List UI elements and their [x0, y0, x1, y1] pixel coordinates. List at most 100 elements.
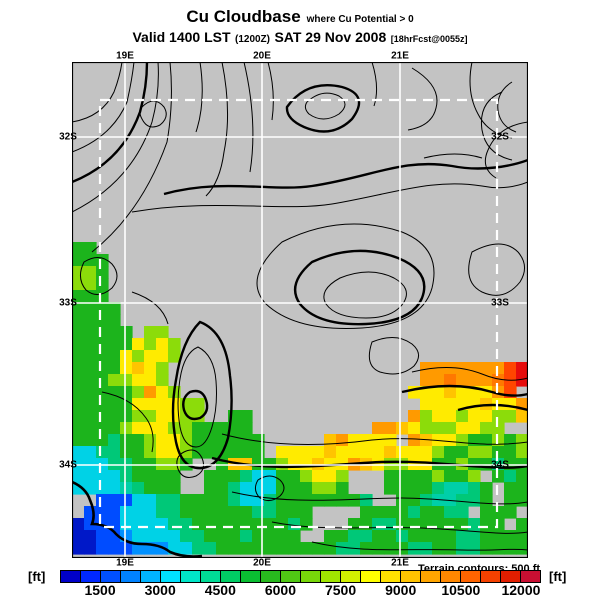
cloudbase-cell — [192, 530, 205, 543]
cloudbase-cell — [96, 506, 109, 519]
cloudbase-cell — [420, 542, 433, 555]
lat-label-right: 34S — [491, 459, 509, 471]
cloudbase-cell — [432, 410, 445, 423]
cloudbase-cell — [84, 338, 97, 351]
cloudbase-cell — [204, 422, 217, 435]
cloudbase-cell — [204, 470, 217, 483]
terrain-contour-major — [211, 456, 528, 469]
cloudbase-cell — [84, 434, 97, 447]
cloudbase-cell — [348, 434, 361, 447]
cloudbase-cell — [456, 470, 469, 483]
terrain-contour — [411, 366, 528, 381]
cloudbase-cell — [240, 506, 253, 519]
colorbar-segment — [361, 571, 381, 582]
cloudbase-cell — [276, 482, 289, 495]
cloudbase-cell — [216, 494, 229, 507]
cloudbase-cell — [216, 506, 229, 519]
cloudbase-cell — [108, 350, 121, 363]
cloudbase-cell — [216, 542, 229, 555]
colorbar-segment — [81, 571, 101, 582]
cloudbase-cell — [156, 422, 169, 435]
terrain-contour — [91, 62, 172, 253]
cloudbase-cell — [408, 506, 421, 519]
cloudbase-cell — [276, 542, 289, 555]
cloudbase-cell — [96, 266, 109, 279]
cloudbase-cell — [420, 506, 433, 519]
cloudbase-cell — [396, 542, 409, 555]
cloudbase-cell — [468, 494, 481, 507]
cloudbase-cell — [156, 386, 169, 399]
cloudbase-cell — [192, 422, 205, 435]
cloudbase-cell — [456, 542, 469, 555]
cloudbase-cell — [240, 446, 253, 459]
terrain-contour — [131, 291, 169, 325]
cloudbase-cell — [108, 530, 121, 543]
cloudbase-cell — [408, 434, 421, 447]
cloudbase-cell — [216, 422, 229, 435]
cloudbase-cell — [84, 314, 97, 327]
cloudbase-cell — [96, 302, 109, 315]
cloudbase-cell — [144, 446, 157, 459]
cloudbase-cell — [420, 446, 433, 459]
chart-condition: where Cu Potential > 0 — [306, 14, 414, 25]
cloudbase-cell — [444, 362, 457, 375]
cloudbase-cell — [456, 386, 469, 399]
cloudbase-cell — [264, 530, 277, 543]
cloudbase-cell — [276, 494, 289, 507]
cloudbase-cell — [300, 542, 313, 555]
cloudbase-cell — [120, 482, 133, 495]
cloudbase-cell — [168, 482, 181, 495]
cloudbase-cell — [420, 386, 433, 399]
cloudbase-cell — [216, 530, 229, 543]
cloudbase-cell — [156, 326, 169, 339]
cloudbase-cell — [72, 374, 85, 387]
cloudbase-cell — [312, 482, 325, 495]
map-area — [72, 62, 528, 558]
cloudbase-cell — [468, 446, 481, 459]
cloudbase-cell — [420, 434, 433, 447]
cloudbase-cell — [372, 422, 385, 435]
cloudbase-cell — [84, 326, 97, 339]
cloudbase-cell — [108, 494, 121, 507]
cloudbase-cell — [444, 398, 457, 411]
cloudbase-cell — [516, 518, 528, 531]
cloudbase-cell — [372, 446, 385, 459]
cloudbase-cell — [168, 518, 181, 531]
cloudbase-cell — [156, 470, 169, 483]
cloudbase-cell — [468, 530, 481, 543]
cloudbase-cell — [432, 422, 445, 435]
cloudbase-cell — [300, 482, 313, 495]
colorbar-segment — [461, 571, 481, 582]
cloudbase-cell — [444, 434, 457, 447]
terrain-contour — [371, 62, 378, 107]
terrain-contour-major — [457, 403, 528, 412]
colorbar-segment — [221, 571, 241, 582]
cloudbase-cell — [96, 326, 109, 339]
title-block: Cu Cloudbase where Cu Potential > 0 Valid… — [0, 6, 600, 48]
cloudbase-cell — [516, 362, 528, 375]
cloudbase-cell — [384, 422, 397, 435]
cloudbase-cell — [168, 350, 181, 363]
cloudbase-cell — [348, 530, 361, 543]
cloudbase-cell — [144, 410, 157, 423]
colorbar-segment — [321, 571, 341, 582]
cloudbase-cell — [312, 470, 325, 483]
cloudbase-cell — [384, 518, 397, 531]
cloudbase-cell — [324, 470, 337, 483]
cloudbase-cell — [360, 446, 373, 459]
cloudbase-cell — [72, 302, 85, 315]
cloudbase-cell — [72, 530, 85, 543]
cloudbase-cell — [276, 446, 289, 459]
terrain-contour-major — [182, 389, 209, 421]
cloudbase-cell — [240, 482, 253, 495]
cloudbase-cell — [468, 362, 481, 375]
cloudbase-cell — [228, 506, 241, 519]
cloudbase-cell — [72, 386, 85, 399]
cloudbase-cell — [492, 434, 505, 447]
cloudbase-cell — [444, 482, 457, 495]
cloudbase-cell — [444, 410, 457, 423]
cloudbase-cell — [96, 314, 109, 327]
lon-label-bottom: 19E — [116, 557, 134, 569]
cloudbase-cell — [456, 446, 469, 459]
cloudbase-cell — [180, 422, 193, 435]
